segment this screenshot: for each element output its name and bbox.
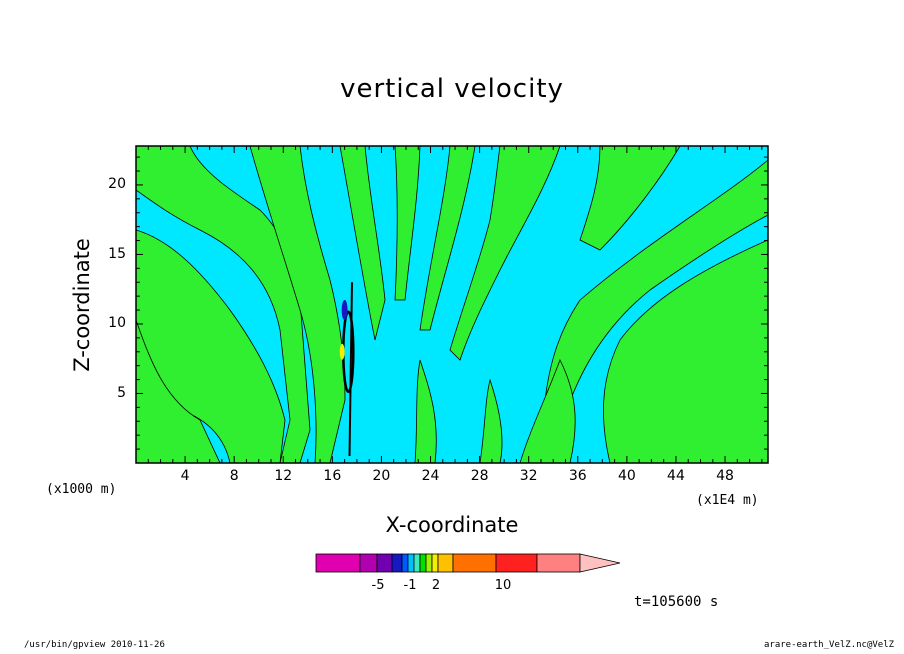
time-label: t=105600 s bbox=[634, 594, 719, 610]
y-tick-label: 5 bbox=[117, 385, 126, 401]
colorbar-arrow bbox=[579, 553, 621, 573]
x-unit-left: (x1000 m) bbox=[46, 482, 117, 497]
colorbar-segment bbox=[536, 553, 581, 573]
contour-region bbox=[249, 146, 346, 463]
x-axis-label: X-coordinate bbox=[385, 513, 519, 537]
contour-core bbox=[348, 282, 353, 457]
contour-region bbox=[414, 359, 437, 463]
y-tick-label: 15 bbox=[108, 246, 126, 262]
x-tick-label: 48 bbox=[716, 468, 734, 484]
contour-region bbox=[136, 319, 221, 463]
colorbar-segment bbox=[431, 553, 439, 573]
chart-title: vertical velocity bbox=[340, 74, 564, 104]
contour-region bbox=[603, 239, 768, 463]
contour-region bbox=[339, 146, 386, 341]
colorbar-segment bbox=[315, 553, 361, 573]
contour-region bbox=[519, 359, 576, 463]
colorbar-label: 2 bbox=[431, 578, 441, 593]
x-tick-label: 24 bbox=[421, 468, 440, 484]
footer-program: /usr/bin/gpview 2010-11-26 bbox=[24, 640, 165, 650]
x-tick-label: 40 bbox=[617, 468, 636, 484]
colorbar-segment bbox=[391, 553, 403, 573]
contour-region bbox=[419, 146, 476, 331]
x-tick-label: 32 bbox=[519, 468, 538, 484]
colorbar-segment bbox=[419, 553, 427, 573]
x-tick-label: 16 bbox=[323, 468, 342, 484]
colorbar-segment bbox=[359, 553, 378, 573]
colorbar-label: -1 bbox=[403, 578, 417, 593]
colorbar-segment bbox=[425, 553, 433, 573]
contour-region bbox=[394, 146, 421, 301]
colorbar-segment bbox=[376, 553, 393, 573]
x-tick-label: 36 bbox=[568, 468, 587, 484]
contour-region bbox=[579, 146, 681, 251]
colorbar-segment bbox=[401, 553, 409, 573]
x-tick-label: 12 bbox=[274, 468, 293, 484]
plot-frame bbox=[135, 145, 769, 464]
x-tick-label: 4 bbox=[180, 468, 190, 484]
colorbar-segment bbox=[413, 553, 421, 573]
x-tick-label: 28 bbox=[470, 468, 489, 484]
colorbar-segment bbox=[452, 553, 497, 573]
contour-region bbox=[136, 146, 311, 463]
x-tick-label: 44 bbox=[667, 468, 685, 484]
contour-core bbox=[341, 300, 348, 321]
contour-region bbox=[449, 146, 561, 361]
colorbar-segment bbox=[407, 553, 415, 573]
y-tick-label: 10 bbox=[108, 315, 126, 331]
x-unit-right: (x1E4 m) bbox=[696, 493, 759, 508]
contour-region bbox=[479, 378, 503, 463]
y-tick-label: 20 bbox=[108, 176, 126, 192]
colorbar-segment bbox=[495, 553, 538, 573]
colorbar-label: -5 bbox=[371, 578, 385, 593]
x-tick-label: 20 bbox=[372, 468, 391, 484]
colorbar-segment bbox=[437, 553, 454, 573]
contour-core bbox=[339, 343, 345, 360]
footer-source: arare-earth_VelZ.nc@VelZ bbox=[764, 640, 895, 650]
colorbar-label: 10 bbox=[494, 578, 512, 593]
x-tick-label: 8 bbox=[229, 468, 239, 484]
